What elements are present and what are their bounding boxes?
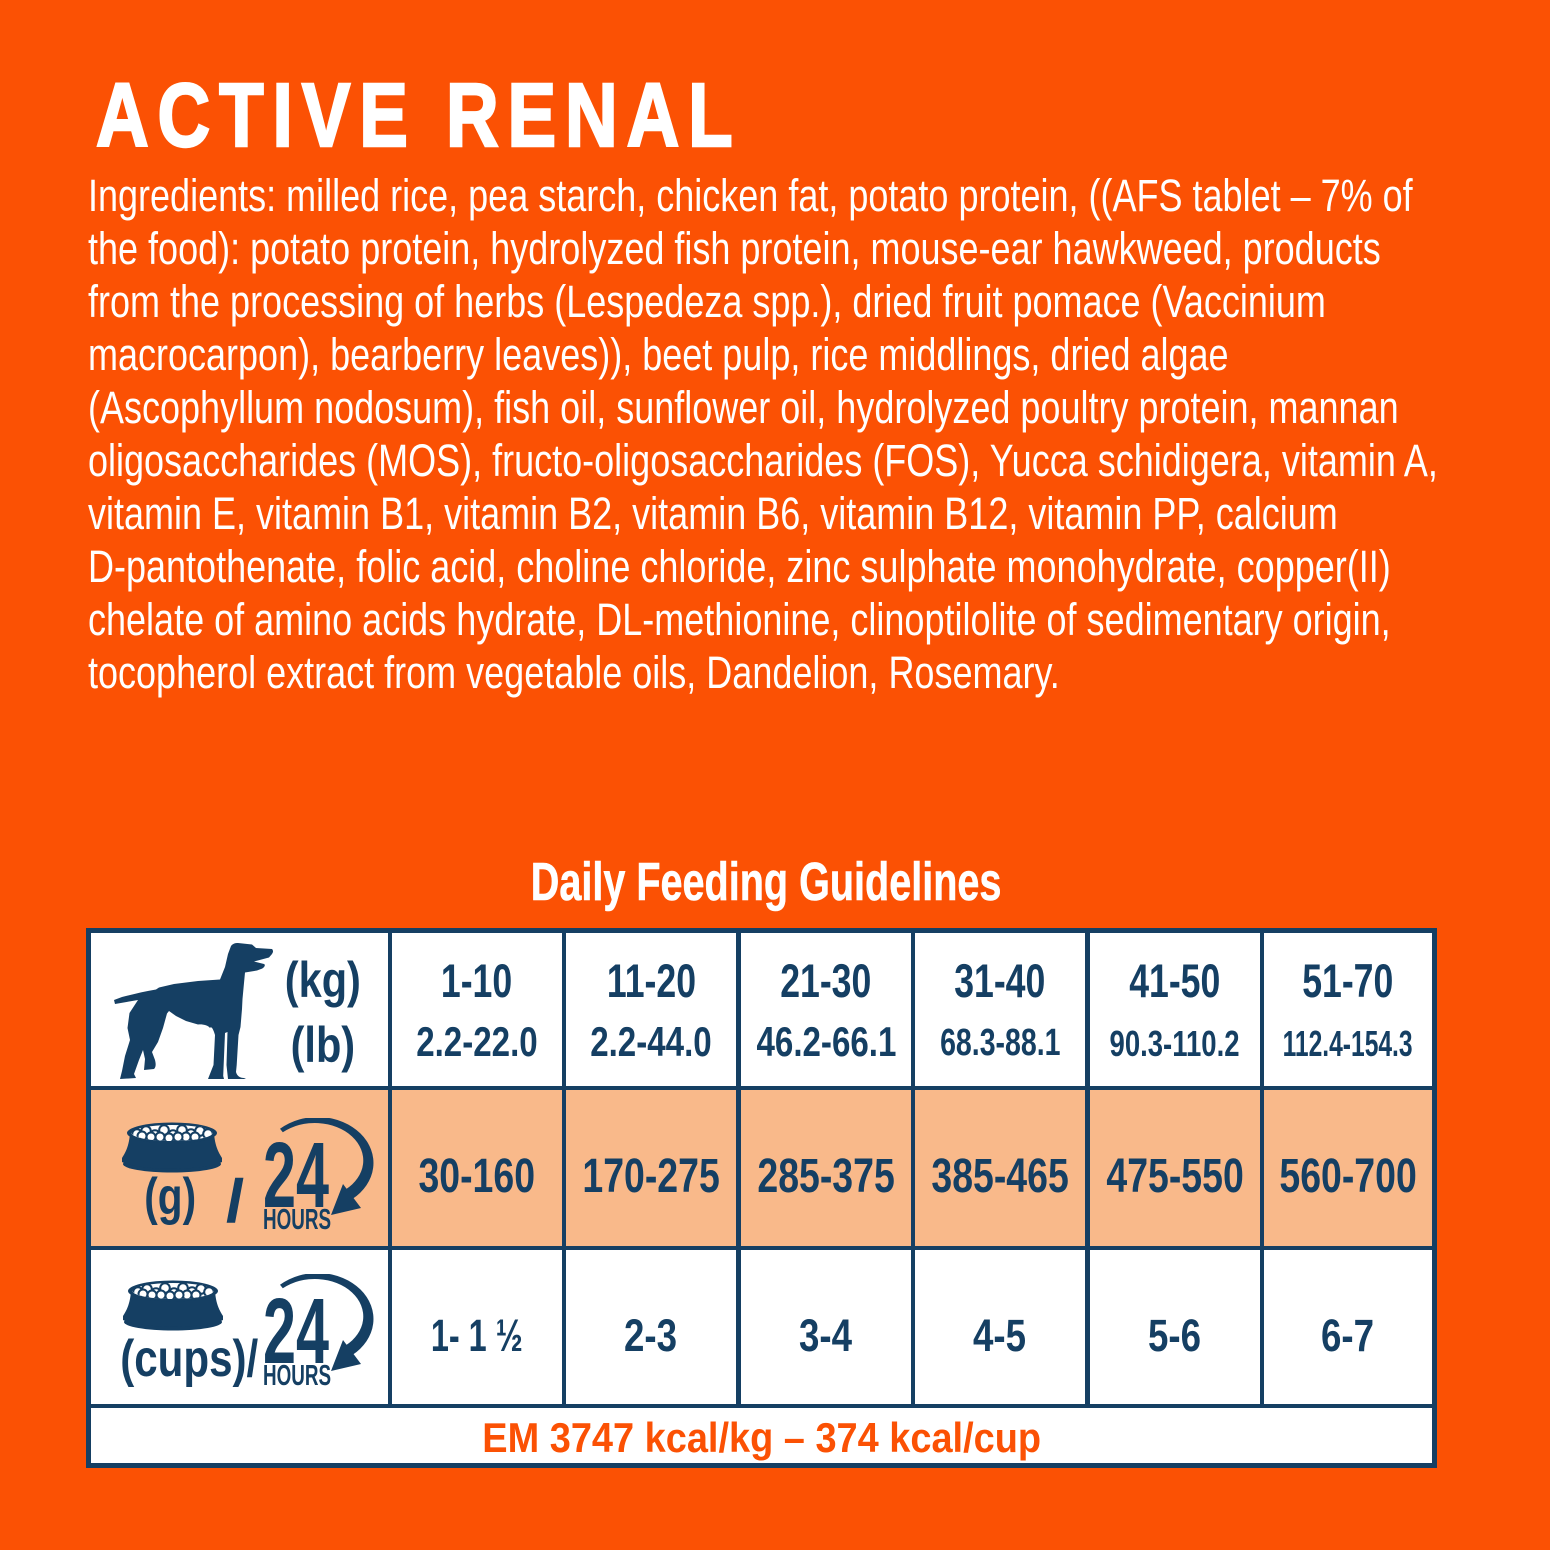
svg-text:HOURS: HOURS [263,1360,331,1392]
svg-text:HOURS: HOURS [263,1204,331,1236]
svg-text:24: 24 [263,1122,329,1227]
svg-text:24: 24 [263,1278,329,1383]
